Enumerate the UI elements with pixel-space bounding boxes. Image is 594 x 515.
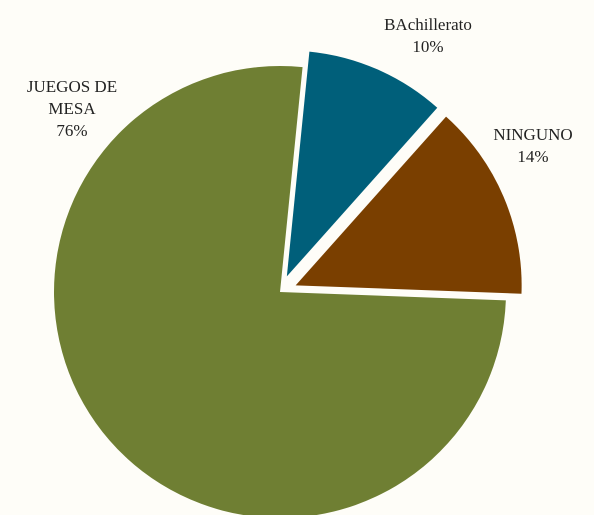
pie-slice-juegos-de-mesa <box>54 66 506 515</box>
slice-label-ninguno-name: NINGUNO <box>493 125 573 144</box>
pie-slice-bachillerato <box>286 51 438 277</box>
slice-label-juegos-de-mesa: JUEGOS DE MESA 76% <box>2 76 142 142</box>
slice-label-juegos-de-mesa-percent: 76% <box>56 121 88 140</box>
pie-slice-ninguno <box>295 116 522 294</box>
slice-label-bachillerato-percent: 10% <box>412 37 444 56</box>
slice-label-ninguno: NINGUNO 14% <box>478 124 588 168</box>
slice-label-bachillerato-name: BAchillerato <box>384 15 472 34</box>
slice-label-juegos-de-mesa-name: JUEGOS DE MESA <box>26 77 118 118</box>
slice-label-ninguno-percent: 14% <box>517 147 549 166</box>
slice-label-bachillerato: BAchillerato 10% <box>368 14 488 58</box>
